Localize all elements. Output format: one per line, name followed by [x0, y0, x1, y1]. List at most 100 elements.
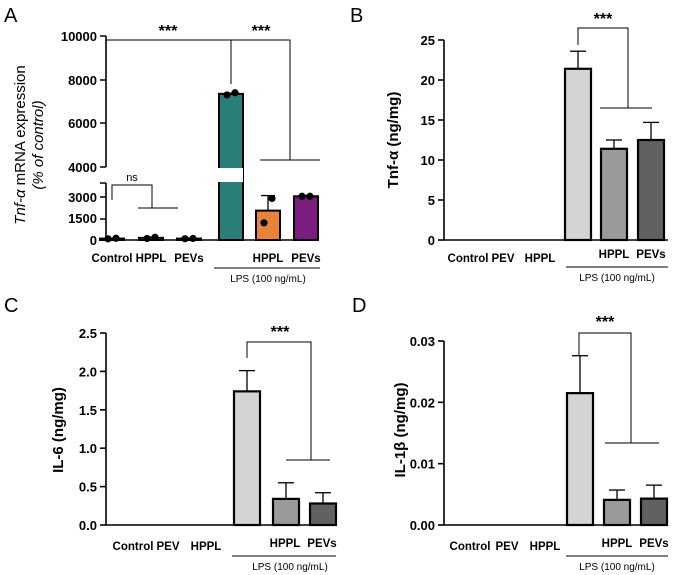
panel-d-cat-control: Control	[450, 541, 491, 553]
panel-a-ytick-4000: 4000	[68, 160, 97, 175]
panel-d: D IL-1β (ng/mg) 0.00 0.01 0.02 0.03 Control…	[352, 295, 669, 573]
panel-a-bracket-1	[105, 39, 232, 84]
panel-a-yaxis-lower	[105, 183, 315, 241]
panel-a-cat-hppl: HPPL	[136, 253, 167, 265]
panel-d-cat-hppl: HPPL	[530, 541, 561, 553]
panel-a-sig-2: ***	[252, 23, 271, 40]
panel-a-ylabel-italic: Tnf-α	[12, 189, 29, 225]
panel-b-cat-pev: PEV	[491, 253, 514, 265]
panel-label-c: C	[4, 295, 18, 317]
ytick-label: 0	[428, 233, 435, 248]
ytick-label: 25	[421, 33, 435, 48]
bar-2-5	[308, 502, 338, 527]
panel-c-cat-lps-pevs: PEVs	[307, 538, 336, 550]
panel-d-cat-lps-hppl: HPPL	[602, 538, 633, 550]
panel-d-bracket	[578, 332, 632, 443]
data-point	[181, 235, 189, 243]
ytick-label: 1.5	[79, 403, 97, 418]
panel-a-cat-control: Control	[92, 253, 133, 265]
panel-d-sig: ***	[596, 314, 615, 331]
panel-b-ylabel: Tnf-α (ng/mg)	[385, 92, 402, 189]
ytick-label: 0.0	[79, 518, 97, 533]
bar-2-3	[232, 390, 262, 527]
panel-c-sig: ***	[271, 324, 290, 341]
panel-c-axes	[105, 333, 335, 526]
panel-d-group-label: LPS (100 ng/mL)	[579, 562, 655, 573]
panel-a-cat-lps-pevs: PEVs	[291, 253, 320, 265]
panel-a-ytick-8000: 8000	[68, 73, 97, 88]
data-point	[223, 91, 231, 99]
ytick-label: 0.02	[410, 395, 435, 410]
panel-a-yticks	[100, 35, 106, 241]
panel-a-sig-1: ***	[159, 23, 178, 40]
data-point	[231, 89, 239, 97]
panel-a-cat-pevs: PEVs	[174, 253, 203, 265]
panel-label-b: B	[350, 5, 363, 27]
panel-c-bracket	[246, 341, 312, 460]
panel-c-cat-hppl: HPPL	[191, 541, 222, 553]
panel-a-ytick-1500: 1500	[68, 211, 97, 226]
ytick-label: 0.01	[410, 457, 435, 472]
ytick-label: 2.0	[79, 364, 97, 379]
panel-b-cat-lps-hppl: HPPL	[599, 249, 630, 261]
bar-0-4	[255, 209, 281, 242]
panel-a-ylabel-rest: mRNA expression	[12, 65, 29, 189]
bar-1-3	[563, 67, 593, 242]
ytick-label: 2.5	[79, 326, 97, 341]
ytick-label: 15	[421, 113, 435, 128]
panel-d-yticks: 0.00 0.01 0.02 0.03	[410, 334, 444, 533]
bar-2-4	[271, 497, 301, 527]
panel-b-cat-hppl: HPPL	[525, 253, 556, 265]
ytick-label: 1.0	[79, 441, 97, 456]
panel-b-cat-lps-pevs: PEVs	[636, 249, 665, 261]
panel-b-sig: ***	[594, 11, 613, 28]
data-point	[143, 234, 151, 243]
panel-a-cat-lps-hppl: HPPL	[253, 253, 284, 265]
bar-3-3	[565, 392, 595, 527]
ytick-label: 20	[421, 73, 435, 88]
panel-a-ylabel-line2: (% of control)	[30, 100, 47, 189]
bar-0-3	[218, 92, 244, 241]
panel-a-ytick-6000: 6000	[68, 116, 97, 131]
panel-b-axes	[443, 40, 668, 241]
data-point	[306, 192, 314, 200]
bar-0-5	[293, 195, 319, 242]
panel-a-ytick-3000: 3000	[68, 190, 97, 205]
ytick-label: 10	[421, 153, 435, 168]
panel-b-group-label: LPS (100 ng/mL)	[579, 273, 655, 284]
data-point	[268, 194, 276, 203]
panel-a-bracket-ns	[111, 184, 153, 208]
panel-a-ytick-10000: 10000	[61, 29, 97, 44]
panel-b-bars	[563, 50, 666, 242]
ytick-label: 5	[428, 193, 435, 208]
panel-a-break-gap	[218, 168, 243, 182]
panel-c: C IL-6 (ng/mg) 0.0 0.5 1.0 1.5 2.0 2.5 Contro…	[4, 295, 338, 573]
panel-a-bracket-2	[231, 39, 291, 160]
panel-a-ylabel: Tnf-α mRNA expression	[12, 65, 29, 224]
bar-1-4	[599, 147, 629, 242]
ytick-label: 0.5	[79, 480, 97, 495]
data-point	[104, 235, 112, 243]
panel-d-axes	[443, 341, 668, 526]
panel-c-group-label: LPS (100 ng/mL)	[252, 562, 328, 573]
panel-d-ylabel: IL-1β (ng/mg)	[392, 383, 409, 478]
panel-d-cat-pev: PEV	[495, 541, 518, 553]
panel-a: A Tnf-α mRNA expression (% of control) 1…	[4, 5, 321, 285]
panel-b-cat-control: Control	[448, 253, 489, 265]
panel-b: B Tnf-α (ng/mg) 0 5 10 15 20 25 Control PEV H…	[350, 5, 668, 284]
panel-b-bracket	[577, 27, 629, 108]
bar-3-5	[639, 497, 669, 527]
panel-a-ytick-0: 0	[90, 233, 97, 248]
ytick-label: 0.00	[410, 518, 435, 533]
panel-c-cat-control: Control	[113, 541, 154, 553]
bar-3-4	[602, 498, 632, 527]
ytick-label: 0.03	[410, 334, 435, 349]
panel-c-ylabel: IL-6 (ng/mg)	[50, 387, 67, 473]
panel-c-yticks: 0.0 0.5 1.0 1.5 2.0 2.5	[79, 326, 106, 533]
panel-d-cat-lps-pevs: PEVs	[639, 538, 668, 550]
panel-c-cat-lps-hppl: HPPL	[270, 538, 301, 550]
panel-b-yticks: 0 5 10 15 20 25	[421, 33, 444, 248]
bar-0-0	[99, 237, 125, 241]
data-point	[189, 234, 197, 243]
